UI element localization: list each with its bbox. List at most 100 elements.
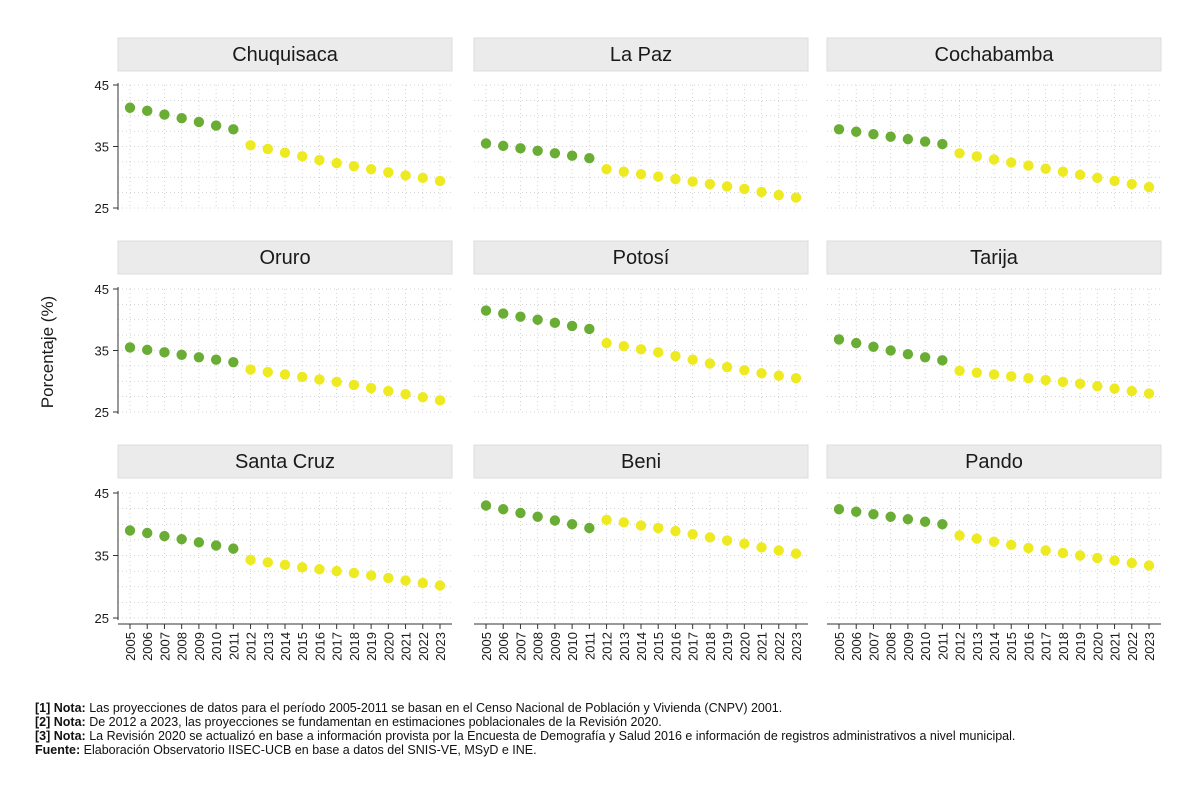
data-point: [480, 305, 492, 316]
note-3-label: [3] Nota:: [35, 729, 86, 743]
data-point: [937, 519, 948, 530]
data-point: [498, 308, 509, 319]
data-point: [365, 382, 377, 394]
data-point: [1074, 378, 1086, 389]
note-2-label: [2] Nota:: [35, 715, 86, 729]
data-point: [400, 170, 411, 181]
y-axis-title: Porcentaje (%): [38, 296, 57, 408]
data-point: [721, 181, 733, 192]
data-point: [193, 352, 205, 363]
data-point: [348, 567, 360, 579]
data-point: [228, 356, 239, 368]
data-point: [653, 347, 664, 358]
data-point: [279, 147, 291, 158]
data-point: [1126, 557, 1137, 569]
source-text: Elaboración Observatorio IISEC-UCB en ba…: [83, 743, 537, 757]
data-point: [635, 520, 647, 531]
data-point: [417, 392, 428, 403]
x-tick-label: 2009: [901, 632, 916, 661]
data-point: [601, 337, 612, 349]
note-2-text: De 2012 a 2023, las proyecciones se fund…: [89, 715, 662, 729]
note-3: [3] Nota: La Revisión 2020 se actualizó …: [35, 729, 1185, 743]
x-tick-label: 2007: [513, 632, 528, 661]
x-tick-label: 2005: [123, 632, 138, 661]
data-point: [348, 379, 360, 391]
data-point: [833, 124, 845, 135]
data-point: [756, 368, 767, 379]
x-tick-label: 2008: [175, 632, 190, 661]
panel-title: Cochabamba: [935, 44, 1055, 66]
panel-potos-: Potosí: [473, 240, 809, 413]
data-point: [245, 554, 256, 566]
data-point: [1023, 160, 1034, 171]
data-point: [584, 323, 595, 335]
data-point: [618, 340, 629, 352]
x-tick-label: 2019: [1073, 632, 1088, 661]
data-point: [635, 168, 647, 180]
data-point: [1143, 560, 1155, 571]
x-tick-label: 2022: [772, 632, 787, 661]
x-tick-label: 2017: [1039, 632, 1054, 661]
data-point: [601, 164, 612, 175]
data-point: [383, 572, 394, 584]
data-point: [498, 140, 509, 152]
x-tick-label: 2010: [918, 632, 933, 661]
data-point: [400, 388, 411, 400]
panel-title: Pando: [965, 451, 1023, 473]
panel-header: [473, 37, 809, 72]
data-point: [868, 341, 879, 353]
data-point: [566, 320, 578, 332]
x-tick-label: 2012: [953, 632, 968, 661]
data-point: [142, 527, 153, 539]
data-point: [653, 522, 664, 534]
data-point: [1057, 376, 1069, 388]
data-point: [176, 113, 187, 124]
data-point: [704, 358, 716, 369]
data-point: [790, 548, 802, 559]
x-tick-label: 2010: [565, 632, 580, 661]
data-point: [314, 374, 325, 385]
data-point: [297, 562, 308, 573]
data-point: [159, 530, 170, 542]
data-point: [400, 575, 411, 586]
x-tick-label: 2008: [531, 632, 546, 661]
data-point: [1006, 157, 1017, 168]
y-tick-label: 25: [95, 405, 109, 420]
data-point: [331, 157, 342, 169]
x-tick-label: 2021: [1108, 632, 1123, 661]
data-point: [1092, 172, 1103, 184]
x-tick-label: 2011: [935, 632, 950, 660]
note-1-text: Las proyecciones de datos para el períod…: [89, 701, 783, 715]
data-point: [739, 364, 750, 376]
data-point: [988, 536, 1000, 547]
data-point: [739, 183, 750, 195]
data-point: [383, 167, 394, 178]
data-point: [902, 514, 914, 525]
data-point: [851, 337, 862, 349]
x-tick-label: 2006: [849, 632, 864, 661]
small-multiples-chart: Porcentaje (%) Chuquisaca 25 35 45 La Paz Coc…: [38, 37, 1162, 661]
data-point: [262, 557, 273, 568]
y-tick-label: 45: [95, 78, 109, 93]
x-tick-label: 2014: [278, 632, 293, 661]
x-tick-label: 2006: [496, 632, 511, 661]
data-point: [1143, 181, 1155, 193]
data-point: [480, 500, 492, 511]
data-point: [498, 504, 509, 515]
data-point: [971, 533, 982, 544]
data-point: [704, 532, 716, 543]
data-point: [1006, 371, 1017, 382]
data-point: [331, 376, 342, 388]
data-point: [176, 534, 187, 545]
x-tick-label: 2005: [832, 632, 847, 661]
x-tick-label: 2011: [582, 632, 597, 660]
data-point: [532, 314, 543, 325]
data-point: [584, 152, 595, 164]
y-tick-label: 25: [95, 611, 109, 626]
note-2: [2] Nota: De 2012 a 2023, las proyeccion…: [35, 715, 1185, 729]
x-tick-label: 2019: [720, 632, 735, 661]
data-point: [885, 131, 896, 142]
data-point: [868, 129, 879, 140]
panel-tarija: Tarija: [826, 240, 1162, 413]
